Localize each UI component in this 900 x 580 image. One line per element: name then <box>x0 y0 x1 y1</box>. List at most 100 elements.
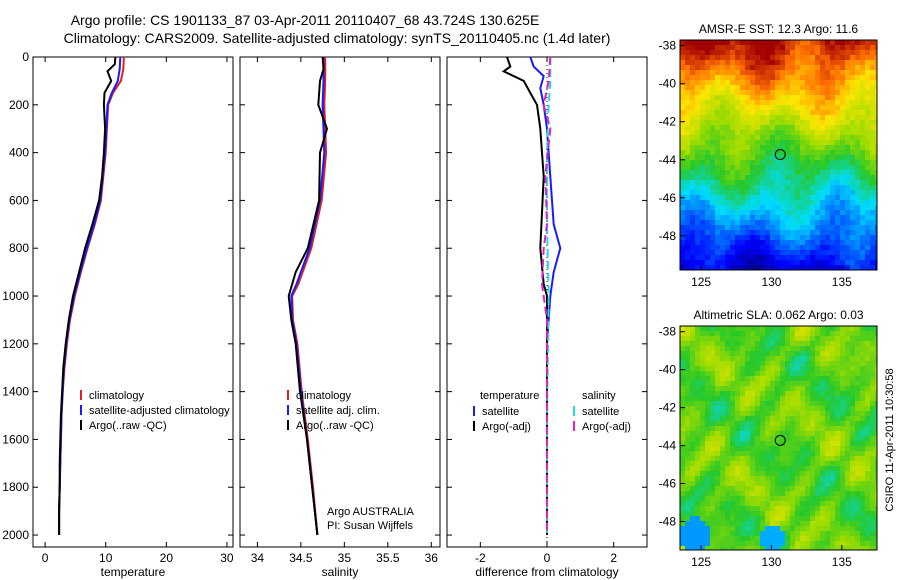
map-cell <box>745 200 750 205</box>
map-cell <box>800 90 805 95</box>
map-cell <box>705 431 710 436</box>
map-cell <box>775 200 780 205</box>
map-cell <box>735 526 740 531</box>
map-cell <box>705 386 710 391</box>
map-cell <box>825 40 830 45</box>
map-cell <box>840 135 845 140</box>
map-cell <box>850 416 855 421</box>
map-cell <box>765 476 770 481</box>
map-cell <box>740 75 745 80</box>
map-cell <box>765 55 770 60</box>
map-cell <box>870 145 875 150</box>
map-cell <box>865 235 870 240</box>
map-cell <box>775 50 780 55</box>
map-cell <box>765 386 770 391</box>
map-cell <box>845 441 850 446</box>
map-cell <box>785 376 790 381</box>
map-cell <box>850 366 855 371</box>
map-cell <box>690 456 695 461</box>
map-cell <box>720 85 725 90</box>
map-cell <box>690 45 695 50</box>
map-cell <box>815 416 820 421</box>
map-cell <box>865 341 870 346</box>
map-cell <box>870 491 875 496</box>
map-cell <box>760 446 765 451</box>
map-cell <box>870 406 875 411</box>
map-cell <box>875 225 877 230</box>
map-cell <box>870 170 875 175</box>
map-cell <box>735 120 740 125</box>
map-cell <box>760 45 765 50</box>
map-cell <box>800 466 805 471</box>
map-cell <box>745 461 750 466</box>
map-cell <box>825 431 830 436</box>
map-cell <box>815 381 820 386</box>
map-cell <box>825 160 830 165</box>
map-cell <box>845 546 850 550</box>
map-cell <box>800 175 805 180</box>
map-cell <box>700 40 705 45</box>
map-cell <box>845 75 850 80</box>
map-cell <box>740 245 745 250</box>
map-cell <box>845 436 850 441</box>
map-cell <box>850 361 855 366</box>
map-cell <box>840 255 845 260</box>
map-cell <box>705 235 710 240</box>
map-cell <box>815 140 820 145</box>
map-cell <box>865 240 870 245</box>
map-cell <box>780 436 785 441</box>
map-cell <box>855 75 860 80</box>
map-cell <box>750 361 755 366</box>
map-cell <box>870 501 875 506</box>
map-cell <box>795 411 800 416</box>
map-cell <box>725 65 730 70</box>
map-cell <box>825 265 830 270</box>
map-cell <box>690 461 695 466</box>
map-cell <box>755 180 760 185</box>
map-cell <box>825 260 830 265</box>
map-cell <box>705 95 710 100</box>
map-cell <box>700 225 705 230</box>
map-cell <box>870 200 875 205</box>
map-cell <box>705 230 710 235</box>
map-cell <box>755 541 760 546</box>
x-tick-label: 130 <box>761 555 781 569</box>
map-cell <box>865 40 870 45</box>
map-cell <box>735 255 740 260</box>
map-cell <box>770 125 775 130</box>
map-cell <box>690 200 695 205</box>
map-cell <box>835 496 840 501</box>
map-cell <box>690 245 695 250</box>
map-cell <box>790 361 795 366</box>
map-cell <box>850 456 855 461</box>
map-cell <box>700 461 705 466</box>
map-cell <box>740 371 745 376</box>
map-cell <box>745 326 750 331</box>
map-cell <box>835 451 840 456</box>
map-cell <box>850 265 855 270</box>
map-cell <box>850 250 855 255</box>
map-cell <box>715 456 720 461</box>
map-cell <box>810 170 815 175</box>
map-cell <box>750 486 755 491</box>
map-cell <box>800 496 805 501</box>
map-cell <box>850 50 855 55</box>
map-cell <box>780 215 785 220</box>
map-cell <box>775 431 780 436</box>
map-cell <box>685 421 690 426</box>
map-cell <box>730 501 735 506</box>
map-cell <box>825 366 830 371</box>
map-cell <box>795 391 800 396</box>
map-cell <box>825 140 830 145</box>
map-cell <box>685 506 690 511</box>
map-cell <box>800 135 805 140</box>
map-cell <box>715 120 720 125</box>
map-cell <box>750 180 755 185</box>
map-cell <box>870 326 875 331</box>
map-cell <box>780 401 785 406</box>
map-cell <box>690 195 695 200</box>
map-cell <box>840 110 845 115</box>
map-cell <box>835 361 840 366</box>
map-cell <box>865 255 870 260</box>
